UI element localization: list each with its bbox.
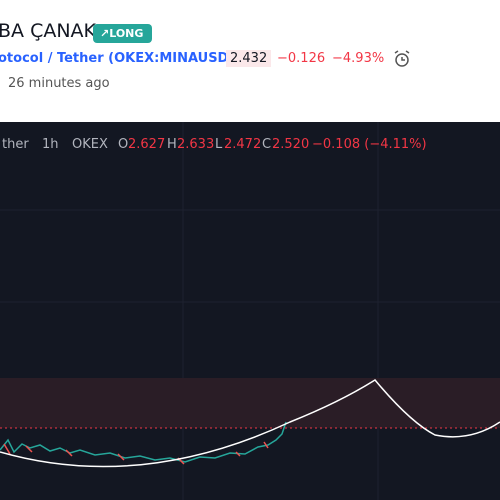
- long-badge[interactable]: ↗LONG: [93, 24, 152, 43]
- high-value: 2.633: [177, 137, 214, 152]
- change-percent: −4.93%: [332, 51, 385, 66]
- open-label: O: [118, 137, 128, 152]
- high-label: H: [167, 137, 177, 152]
- symbol-link[interactable]: otocol / Tether (OKEX:MINAUSDT): [0, 51, 243, 66]
- ticker: (OKEX:MINAUSDT): [108, 51, 244, 66]
- symbol-name: otocol / Tether: [0, 51, 104, 66]
- price: 2.432: [226, 50, 272, 67]
- chart-change: −0.108 (−4.11%): [312, 137, 427, 152]
- timestamp: 26 minutes ago: [8, 76, 110, 91]
- low-value: 2.472: [224, 137, 261, 152]
- low-label: L: [215, 137, 223, 152]
- chart-interval: 1h: [42, 137, 59, 152]
- change: −0.126: [277, 51, 326, 66]
- idea-title: BA ÇANAK: [0, 20, 97, 42]
- close-value: 2.520: [272, 137, 309, 152]
- chart: ther 1h OKEX O 2.627 H 2.633 L 2.472 C 2…: [0, 122, 500, 500]
- alarm-icon[interactable]: [392, 48, 414, 70]
- close-label: C: [262, 137, 271, 152]
- open-value: 2.627: [128, 137, 165, 152]
- chart-exchange: OKEX: [72, 137, 108, 152]
- badge-label: LONG: [109, 27, 144, 40]
- chart-symbol: ther: [2, 137, 29, 152]
